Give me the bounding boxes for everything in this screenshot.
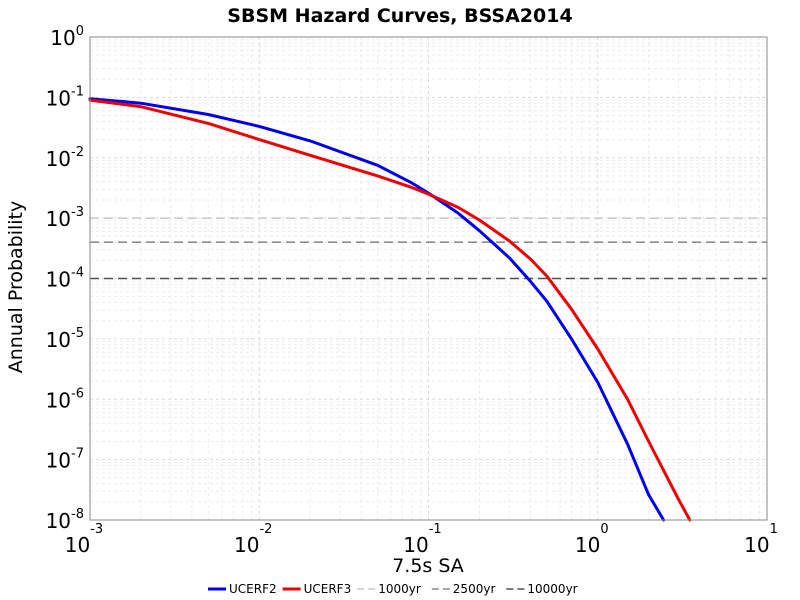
- legend-label: 2500yr: [453, 582, 496, 596]
- x-tick-label: 100: [575, 522, 609, 557]
- x-tick-label: 10-3: [65, 522, 103, 557]
- y-tick-label: 10-2: [46, 145, 84, 171]
- series-line-ucerf2: [88, 97, 666, 522]
- y-tick-label: 10-3: [46, 205, 84, 231]
- plot-frame: [89, 36, 768, 521]
- y-tick-label: 10-5: [46, 326, 84, 352]
- y-tick-label: 10-6: [46, 386, 84, 412]
- y-tick-label: 10-4: [46, 266, 84, 292]
- series-line-ucerf3: [88, 98, 692, 522]
- series-lines: [88, 97, 692, 522]
- chart-title: SBSM Hazard Curves, BSSA2014: [227, 5, 572, 27]
- reference-lines: [90, 217, 767, 280]
- y-tick-label: 10-1: [46, 84, 84, 110]
- legend-item-1000yr: 1000yr: [357, 582, 421, 596]
- x-tick-label: 10-2: [234, 522, 272, 557]
- y-tick-labels: 100 10-1 10-2 10-3 10-4 10-5 10-6 10-7 10-8: [46, 24, 84, 533]
- legend-item-2500yr: 2500yr: [431, 582, 496, 596]
- x-tick-label: 101: [744, 522, 778, 557]
- y-tick-label: 10-8: [46, 507, 84, 533]
- legend: UCERF2 UCERF3 1000yr 2500yr 10000yr: [208, 582, 578, 596]
- x-tick-label: 10-1: [403, 522, 441, 557]
- y-tick-label: 10-7: [46, 447, 84, 473]
- legend-label: UCERF3: [304, 582, 352, 596]
- y-axis-title: Annual Probability: [5, 201, 27, 374]
- legend-label: 1000yr: [378, 582, 421, 596]
- x-axis-title: 7.5s SA: [392, 555, 464, 577]
- legend-label: UCERF2: [229, 582, 277, 596]
- legend-item-ucerf2: UCERF2: [208, 582, 277, 596]
- legend-item-ucerf3: UCERF3: [282, 582, 352, 596]
- y-tick-label: 100: [50, 24, 84, 50]
- x-tick-labels: 10-3 10-2 10-1 100 101: [65, 522, 778, 557]
- legend-label: 10000yr: [527, 582, 577, 596]
- legend-item-10000yr: 10000yr: [506, 582, 578, 596]
